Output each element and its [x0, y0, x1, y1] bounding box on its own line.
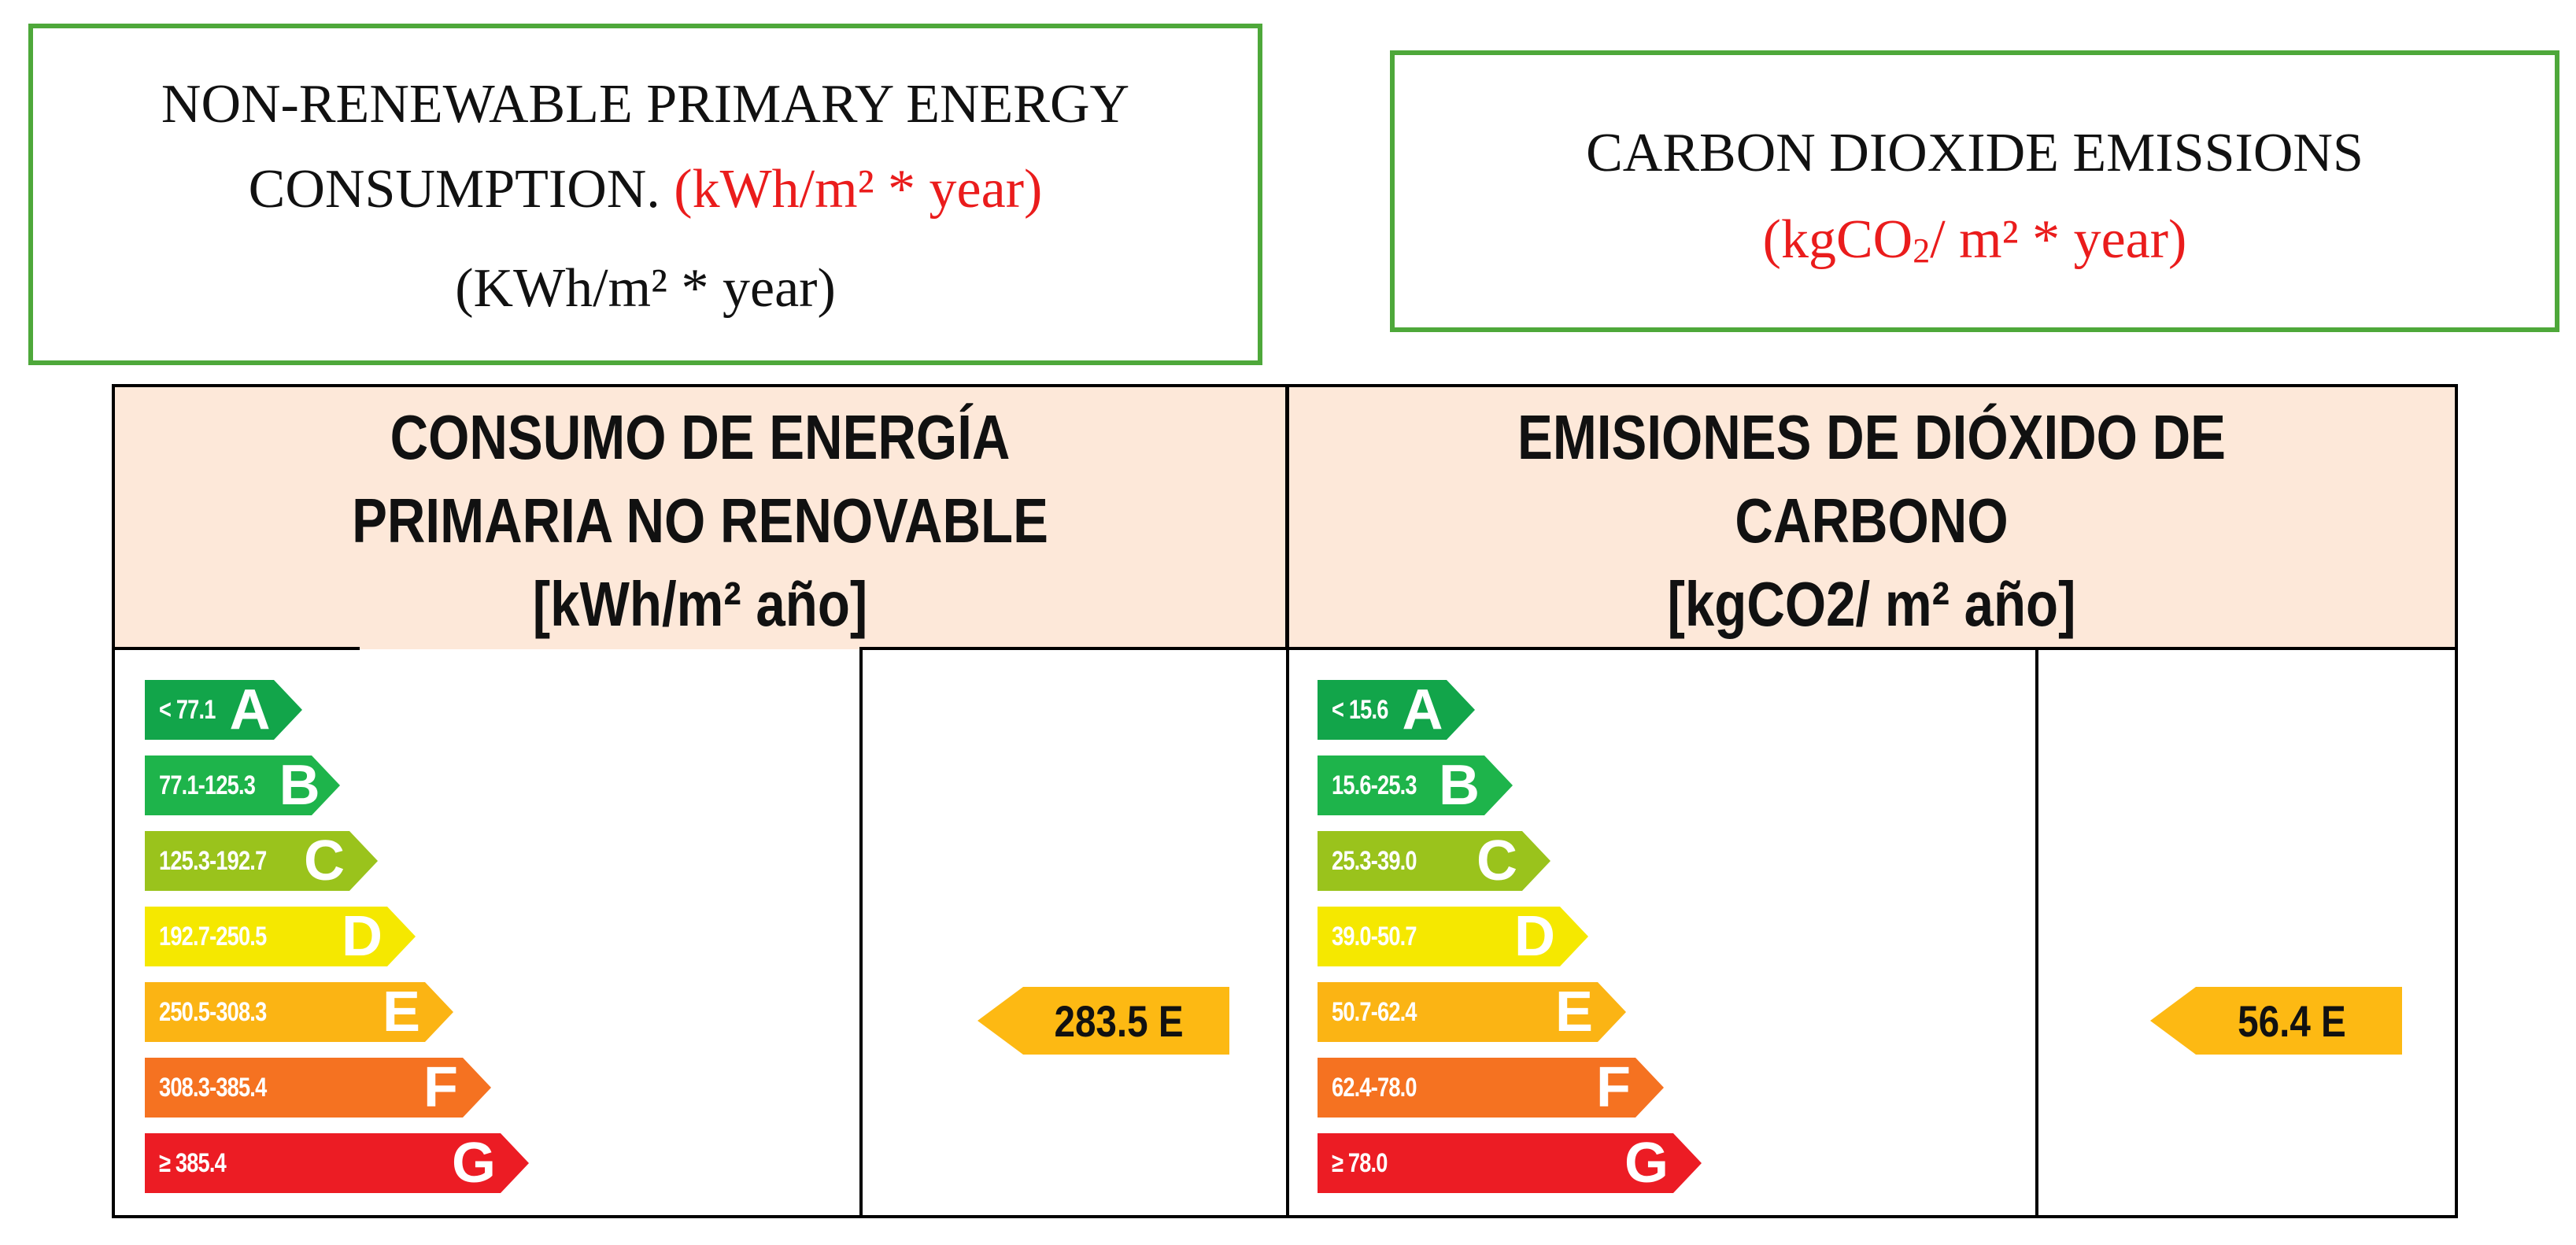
emissions-band-range: < 15.6 — [1332, 694, 1388, 725]
energy-header-rule-a — [115, 647, 360, 650]
energy-header: CONSUMO DE ENERGÍA PRIMARIA NO RENOVABLE… — [115, 387, 1288, 649]
energy-label-box: NON-RENEWABLE PRIMARY ENERGY CONSUMPTION… — [28, 24, 1262, 365]
energy-band-f: 308.3-385.4 F — [145, 1058, 491, 1118]
emissions-header-line2: CARBONO — [1735, 486, 2009, 556]
emissions-band-range: ≥ 78.0 — [1332, 1147, 1388, 1178]
emissions-title: CARBON DIOXIDE EMISSIONS — [1586, 123, 2363, 183]
emissions-band-range: 39.0-50.7 — [1332, 921, 1417, 951]
energy-band-e: 250.5-308.3 E — [145, 982, 453, 1042]
emissions-band-range: 15.6-25.3 — [1332, 770, 1417, 800]
energy-result-indicator: 283.5 E — [978, 987, 1229, 1055]
emissions-unit-red: (kgCO2/ m² * year) — [1395, 212, 2555, 268]
emissions-band-letter: F — [1596, 1056, 1631, 1119]
energy-band-b: 77.1-125.3 B — [145, 755, 340, 815]
energy-header-line2: PRIMARIA NO RENOVABLE — [352, 486, 1048, 556]
emissions-column-divider — [2035, 647, 2038, 1215]
emissions-band-c: 25.3-39.0 C — [1318, 831, 1550, 891]
energy-band-range: < 77.1 — [159, 694, 216, 725]
header-rule-mid — [861, 647, 2038, 650]
energy-column-divider — [859, 647, 863, 1215]
emissions-unit-part1: (kgCO — [1762, 209, 1913, 270]
energy-band-range: 192.7-250.5 — [159, 921, 267, 951]
energy-header-line1: CONSUMO DE ENERGÍA — [390, 402, 1011, 472]
energy-band-c: 125.3-192.7 C — [145, 831, 378, 891]
energy-band-a: < 77.1 A — [145, 680, 302, 740]
energy-band-letter: G — [451, 1132, 496, 1195]
energy-unit-red: (kWh/m² * year) — [674, 159, 1043, 220]
energy-title-line1: NON-RENEWABLE PRIMARY ENERGY — [161, 74, 1130, 135]
energy-band-letter: F — [423, 1056, 458, 1119]
energy-band-range: ≥ 385.4 — [159, 1147, 226, 1178]
emissions-band-f: 62.4-78.0 F — [1318, 1058, 1664, 1118]
emissions-header: EMISIONES DE DIÓXIDO DE CARBONO [kgCO2/ … — [1288, 387, 2455, 649]
emissions-band-letter: D — [1514, 905, 1555, 968]
emissions-band-letter: A — [1402, 678, 1443, 741]
emissions-band-letter: E — [1554, 981, 1593, 1044]
emissions-band-letter: B — [1439, 754, 1480, 817]
emissions-band-range: 62.4-78.0 — [1332, 1072, 1417, 1103]
energy-title-prefix: CONSUMPTION. — [248, 159, 660, 220]
energy-header-line3: [kWh/m² año] — [532, 569, 868, 639]
emissions-band-a: < 15.6 A — [1318, 680, 1475, 740]
energy-result-value: 283.5 E — [1054, 996, 1185, 1046]
emissions-unit-part2: / m² * year) — [1930, 209, 2187, 270]
energy-band-range: 77.1-125.3 — [159, 770, 256, 800]
emissions-band-g: ≥ 78.0 G — [1318, 1133, 1702, 1193]
emissions-band-e: 50.7-62.4 E — [1318, 982, 1626, 1042]
center-divider — [1286, 387, 1289, 1215]
emissions-band-letter: G — [1624, 1132, 1669, 1195]
emissions-band-b: 15.6-25.3 B — [1318, 755, 1513, 815]
energy-band-range: 125.3-192.7 — [159, 845, 267, 876]
emissions-unit-sub: 2 — [1913, 231, 1931, 270]
emissions-band-letter: C — [1476, 829, 1517, 892]
emissions-result-value: 56.4 E — [2238, 996, 2346, 1046]
energy-band-letter: E — [382, 981, 420, 1044]
energy-band-letter: C — [304, 829, 345, 892]
emissions-header-rule-b — [2037, 647, 2458, 650]
energy-title-line2: CONSUMPTION. (kWh/m² * year) — [33, 162, 1258, 217]
emissions-result-indicator: 56.4 E — [2150, 987, 2402, 1055]
energy-band-range: 250.5-308.3 — [159, 996, 267, 1027]
emissions-header-line3: [kgCO2/ m² año] — [1667, 569, 2076, 639]
energy-band-d: 192.7-250.5 D — [145, 907, 416, 966]
emissions-header-line1: EMISIONES DE DIÓXIDO DE — [1517, 402, 2226, 472]
emissions-band-d: 39.0-50.7 D — [1318, 907, 1588, 966]
energy-band-letter: B — [279, 754, 320, 817]
energy-band-letter: D — [342, 905, 383, 968]
rating-table: CONSUMO DE ENERGÍA PRIMARIA NO RENOVABLE… — [112, 384, 2458, 1218]
energy-band-g: ≥ 385.4 G — [145, 1133, 529, 1193]
energy-band-letter: A — [229, 678, 271, 741]
emissions-band-range: 50.7-62.4 — [1332, 996, 1417, 1027]
energy-unit-black: (KWh/m² * year) — [455, 258, 836, 319]
energy-band-range: 308.3-385.4 — [159, 1072, 267, 1103]
emissions-label-box: CARBON DIOXIDE EMISSIONS (kgCO2/ m² * ye… — [1390, 50, 2559, 332]
emissions-band-range: 25.3-39.0 — [1332, 845, 1417, 876]
